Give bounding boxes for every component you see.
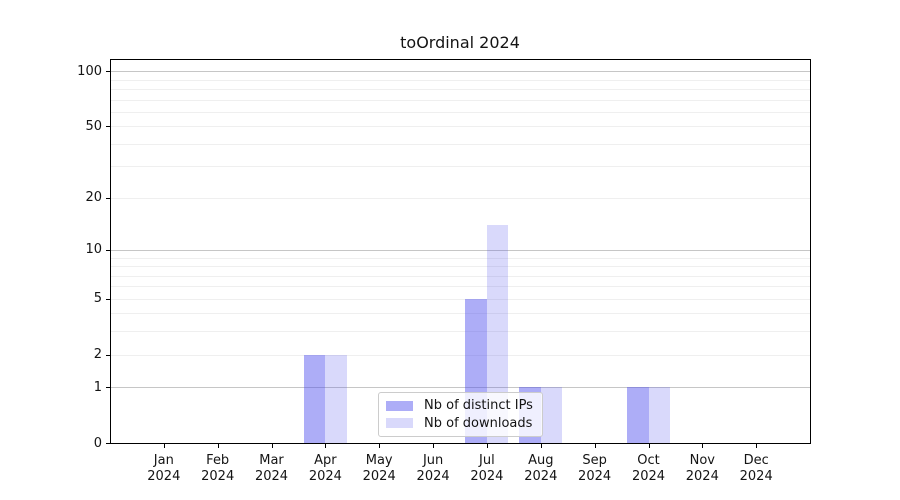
y-tick-1 — [106, 387, 110, 389]
y-tick-label-5: 5 — [93, 291, 102, 307]
x-tick-label-feb: Feb 2024 — [201, 453, 235, 484]
y-tick-5 — [106, 298, 110, 300]
bar-nb-of-distinct-ips-apr — [303, 354, 326, 443]
x-tick-label-mar: Mar 2024 — [254, 453, 289, 484]
gridline-minor-50 — [111, 126, 810, 128]
y-tick-10 — [106, 249, 110, 251]
x-tick-jan — [163, 444, 165, 448]
x-tick-label-nov: Nov 2024 — [685, 453, 719, 484]
y-tick-20 — [106, 197, 110, 199]
x-tick-label-jul: Jul 2024 — [470, 453, 504, 484]
y-tick-0 — [106, 443, 110, 444]
x-tick-label-oct: Oct 2024 — [631, 453, 666, 484]
bar-nb-of-downloads-apr — [325, 354, 347, 443]
gridline-major-10 — [111, 249, 810, 251]
x-tick-label-aug: Aug 2024 — [524, 453, 558, 484]
x-tick-label-jan: Jan 2024 — [147, 453, 181, 484]
legend-swatch — [386, 400, 413, 411]
y-tick-2 — [106, 354, 110, 356]
x-tick-label-jun: Jun 2024 — [416, 453, 450, 484]
gridline-minor-60 — [111, 111, 810, 113]
x-tick-mar — [271, 444, 273, 448]
legend-row: Nb of distinct IPs — [386, 399, 536, 412]
gridline-minor-5 — [111, 298, 810, 300]
bar-nb-of-distinct-ips-oct — [627, 387, 649, 443]
y-tick-label-0: 0 — [93, 435, 102, 451]
gridline-minor-20 — [111, 197, 810, 199]
chart-title: toOrdinal 2024 — [400, 33, 520, 52]
bar-nb-of-downloads-jul — [486, 224, 509, 443]
x-tick-jul — [486, 444, 488, 448]
x-tick-nov — [702, 444, 704, 448]
y-tick-50 — [106, 126, 110, 128]
x-tick-dec — [756, 444, 758, 448]
gridline-minor-3 — [111, 331, 810, 333]
gridline-minor-6 — [111, 286, 810, 288]
x-tick-label-sep: Sep 2024 — [578, 453, 612, 484]
legend: Nb of distinct IPs Nb of downloads — [378, 392, 543, 437]
legend-swatch — [386, 418, 413, 429]
legend-row: Nb of downloads — [386, 417, 536, 430]
x-tick-aug — [540, 444, 542, 448]
y-tick-label-2: 2 — [93, 347, 102, 362]
gridline-minor-8 — [111, 266, 810, 267]
y-tick-label-50: 50 — [85, 118, 102, 134]
x-tick-label-may: May 2024 — [362, 453, 396, 484]
gridline-minor-80 — [111, 89, 810, 90]
y-tick-label-1: 1 — [93, 379, 102, 395]
legend-label: Nb of downloads — [424, 415, 533, 431]
y-tick-label-10: 10 — [85, 242, 102, 258]
gridline-minor-70 — [111, 99, 810, 101]
bar-nb-of-downloads-oct — [648, 387, 670, 443]
gridline-minor-9 — [111, 257, 810, 259]
gridline-minor-90 — [111, 79, 810, 81]
x-tick-label-apr: Apr 2024 — [308, 453, 342, 484]
y-tick-100 — [106, 71, 110, 73]
gridline-minor-30 — [111, 166, 810, 168]
x-tick-label-dec: Dec 2024 — [739, 453, 773, 484]
y-tick-label-100: 100 — [77, 63, 102, 79]
gridline-minor-4 — [111, 313, 810, 315]
bar-nb-of-downloads-aug — [540, 387, 563, 443]
gridline-major-100 — [111, 71, 810, 73]
gridline-major-1 — [111, 387, 810, 389]
x-tick-jun — [433, 444, 435, 448]
legend-label: Nb of distinct IPs — [424, 398, 533, 414]
gridline-minor-7 — [111, 275, 810, 277]
x-tick-sep — [594, 444, 596, 448]
gridline-minor-2 — [111, 354, 810, 356]
x-tick-apr — [325, 444, 327, 448]
gridline-minor-40 — [111, 143, 810, 145]
y-tick-label-20: 20 — [85, 190, 102, 206]
x-tick-oct — [648, 444, 650, 448]
x-tick-feb — [217, 444, 219, 448]
x-tick-may — [379, 444, 381, 448]
